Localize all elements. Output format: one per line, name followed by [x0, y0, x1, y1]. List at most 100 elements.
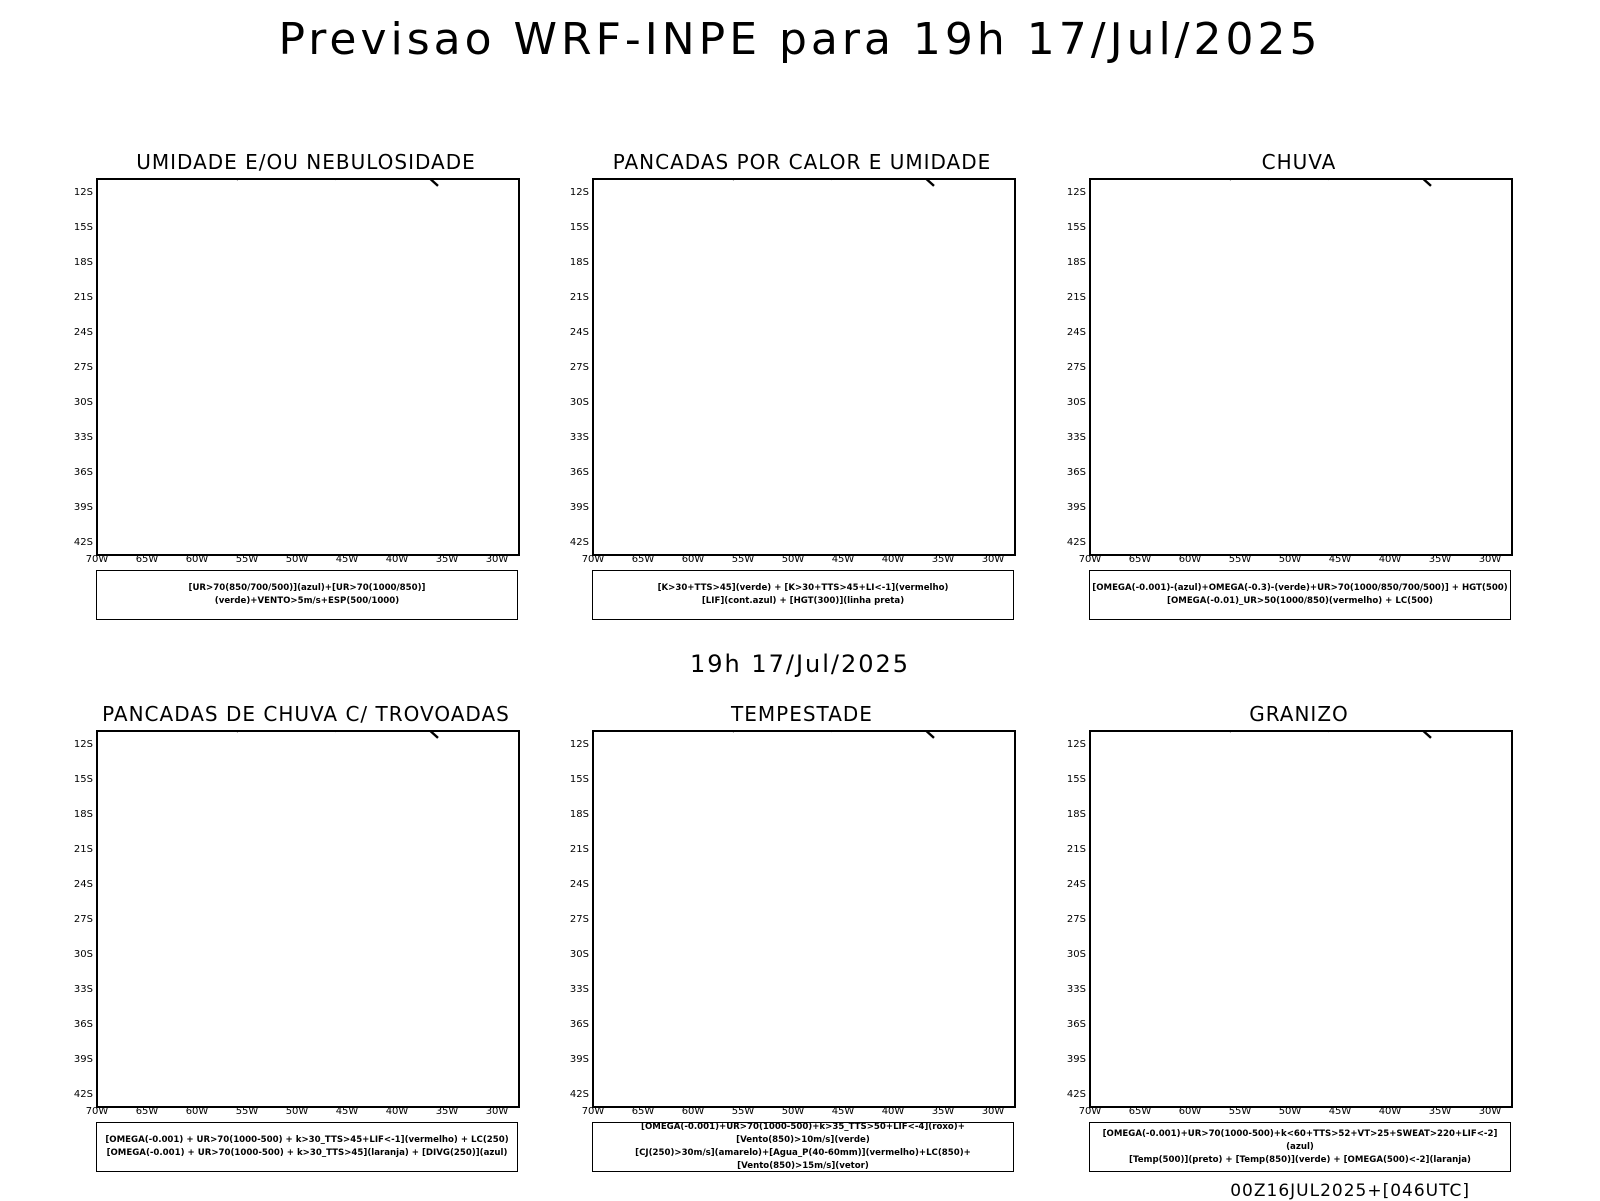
legend-granizo: [OMEGA(-0.001)+UR>70(1000-500)+k<60+TTS>… [1089, 1122, 1511, 1172]
lat-tick-label: 33S [569, 432, 589, 443]
panel-title-umidade-e-ou-nebulosidade: UMIDADE E/OU NEBULOSIDADE [136, 150, 476, 174]
legend-line: [OMEGA(-0.01)_UR>50(1000/850)(vermelho) … [1167, 596, 1433, 606]
lat-tick-label: 36S [569, 1019, 589, 1030]
lat-tick-label: 12S [569, 187, 589, 198]
legend-line: [OMEGA(-0.001) + UR>70(1000-500) + k>30_… [106, 1148, 508, 1158]
legend-line: [LIF](cont.azul) + [HGT(300)](linha pret… [701, 596, 905, 606]
lat-tick-label: 21S [73, 844, 93, 855]
main-title: Previsao WRF-INPE para 19h 17/Jul/2025 [278, 14, 1322, 65]
lat-tick-label: 33S [73, 984, 93, 995]
lon-tick-label: 45W [335, 1106, 359, 1117]
lat-tick-label: 42S [569, 1089, 589, 1100]
lat-tick-label: 12S [1066, 187, 1086, 198]
lat-tick-label: 30S [569, 397, 589, 408]
lon-tick-label: 50W [285, 1106, 309, 1117]
lon-tick-label: 50W [1278, 1106, 1302, 1117]
lat-tick-label: 27S [569, 362, 589, 373]
lon-tick-label: 60W [1178, 1106, 1202, 1117]
lat-tick-label: 42S [73, 537, 93, 548]
lat-tick-label: 27S [1066, 362, 1086, 373]
lon-tick-label: 65W [1128, 1106, 1152, 1117]
lon-tick-label: 40W [385, 554, 409, 565]
lat-tick-label: 30S [1066, 397, 1086, 408]
lat-tick-label: 21S [569, 844, 589, 855]
lat-tick-label: 24S [73, 879, 93, 890]
lat-tick-label: 21S [1066, 292, 1086, 303]
legend-line: [OMEGA(-0.001) + UR>70(1000-500) + k>30_… [105, 1135, 509, 1145]
lat-tick-label: 18S [73, 809, 93, 820]
legend-line: [CJ(250)>30m/s](amarelo)+[Agua_P(40-60mm… [635, 1148, 971, 1171]
lat-tick-label: 39S [1066, 1054, 1086, 1065]
lon-tick-label: 65W [631, 554, 655, 565]
lon-tick-label: 50W [1278, 554, 1302, 565]
map-granizo: -12-15-15-15-15-12 [1089, 730, 1513, 1108]
lat-tick-label: 12S [1066, 739, 1086, 750]
lat-tick-label: 24S [1066, 327, 1086, 338]
lon-tick-label: 55W [1228, 1106, 1252, 1117]
lat-tick-label: 15S [569, 222, 589, 233]
lon-tick-label: 35W [435, 554, 459, 565]
lat-tick-label: 27S [73, 362, 93, 373]
legend-pancadas-de-chuva-c-trovoadas: [OMEGA(-0.001) + UR>70(1000-500) + k>30_… [96, 1122, 518, 1172]
lon-tick-label: 45W [831, 554, 855, 565]
legend-umidade-e-ou-nebulosidade: [UR>70(850/700/500)](azul)+[UR>70(1000/8… [96, 570, 518, 620]
panel-title-granizo: GRANIZO [1249, 702, 1349, 726]
lon-tick-label: 30W [1478, 554, 1502, 565]
map-pancadas-por-calor-e-umidade: 9600950094409380952096009440938092809200… [592, 178, 1016, 556]
lat-tick-label: 15S [569, 774, 589, 785]
lon-tick-label: 70W [581, 554, 605, 565]
lat-tick-label: 36S [1066, 467, 1086, 478]
lat-tick-label: 12S [73, 739, 93, 750]
lat-tick-label: 18S [1066, 257, 1086, 268]
lat-tick-label: 30S [569, 949, 589, 960]
lon-tick-label: 35W [931, 1106, 955, 1117]
lon-tick-label: 70W [85, 1106, 109, 1117]
lat-tick-label: 18S [569, 809, 589, 820]
lat-tick-label: 33S [1066, 432, 1086, 443]
panel-title-chuva: CHUVA [1261, 150, 1337, 174]
lon-tick-label: 40W [881, 554, 905, 565]
lon-tick-label: 65W [135, 554, 159, 565]
lon-tick-label: 35W [931, 554, 955, 565]
lat-tick-label: 24S [1066, 879, 1086, 890]
lon-tick-label: 50W [285, 554, 309, 565]
lon-tick-label: 55W [731, 554, 755, 565]
lat-tick-label: 12S [73, 187, 93, 198]
lon-tick-label: 70W [581, 1106, 605, 1117]
lon-tick-label: 70W [1078, 1106, 1102, 1117]
lat-tick-label: 15S [73, 774, 93, 785]
footer-run-info: 00Z16JUL2025+[046UTC] [1230, 1181, 1470, 1201]
lon-tick-label: 45W [1328, 1106, 1352, 1117]
lon-tick-label: 55W [235, 554, 259, 565]
lon-tick-label: 70W [1078, 554, 1102, 565]
lon-tick-label: 40W [881, 1106, 905, 1117]
lon-tick-label: 40W [1378, 554, 1402, 565]
lat-tick-label: 30S [1066, 949, 1086, 960]
legend-chuva: [OMEGA(-0.001)-(azul)+OMEGA(-0.3)-(verde… [1089, 570, 1511, 620]
lon-tick-label: 60W [681, 554, 705, 565]
lon-tick-label: 55W [1228, 554, 1252, 565]
legend-line: [UR>70(850/700/500)](azul)+[UR>70(1000/8… [188, 583, 426, 606]
lat-tick-label: 36S [1066, 1019, 1086, 1030]
lat-tick-label: 21S [73, 292, 93, 303]
lat-tick-label: 27S [1066, 914, 1086, 925]
lon-tick-label: 60W [1178, 554, 1202, 565]
lon-tick-label: 35W [1428, 1106, 1452, 1117]
lon-tick-label: 30W [1478, 1106, 1502, 1117]
lon-tick-label: 60W [681, 1106, 705, 1117]
lon-tick-label: 45W [335, 554, 359, 565]
lon-tick-label: 55W [731, 1106, 755, 1117]
lat-tick-label: 33S [73, 432, 93, 443]
lat-tick-label: 39S [73, 1054, 93, 1065]
lat-tick-label: 42S [1066, 537, 1086, 548]
lat-tick-label: 42S [1066, 1089, 1086, 1100]
lon-tick-label: 50W [781, 1106, 805, 1117]
legend-line: [Temp(500)](preto) + [Temp(850)](verde) … [1129, 1154, 1471, 1165]
lat-tick-label: 18S [1066, 809, 1086, 820]
lat-tick-label: 33S [1066, 984, 1086, 995]
lon-tick-label: 60W [185, 554, 209, 565]
lon-tick-label: 50W [781, 554, 805, 565]
lat-tick-label: 27S [73, 914, 93, 925]
legend-line: [OMEGA(-0.001)+UR>70(1000-500)+k<60+TTS>… [1102, 1128, 1498, 1152]
lon-tick-label: 30W [485, 1106, 509, 1117]
